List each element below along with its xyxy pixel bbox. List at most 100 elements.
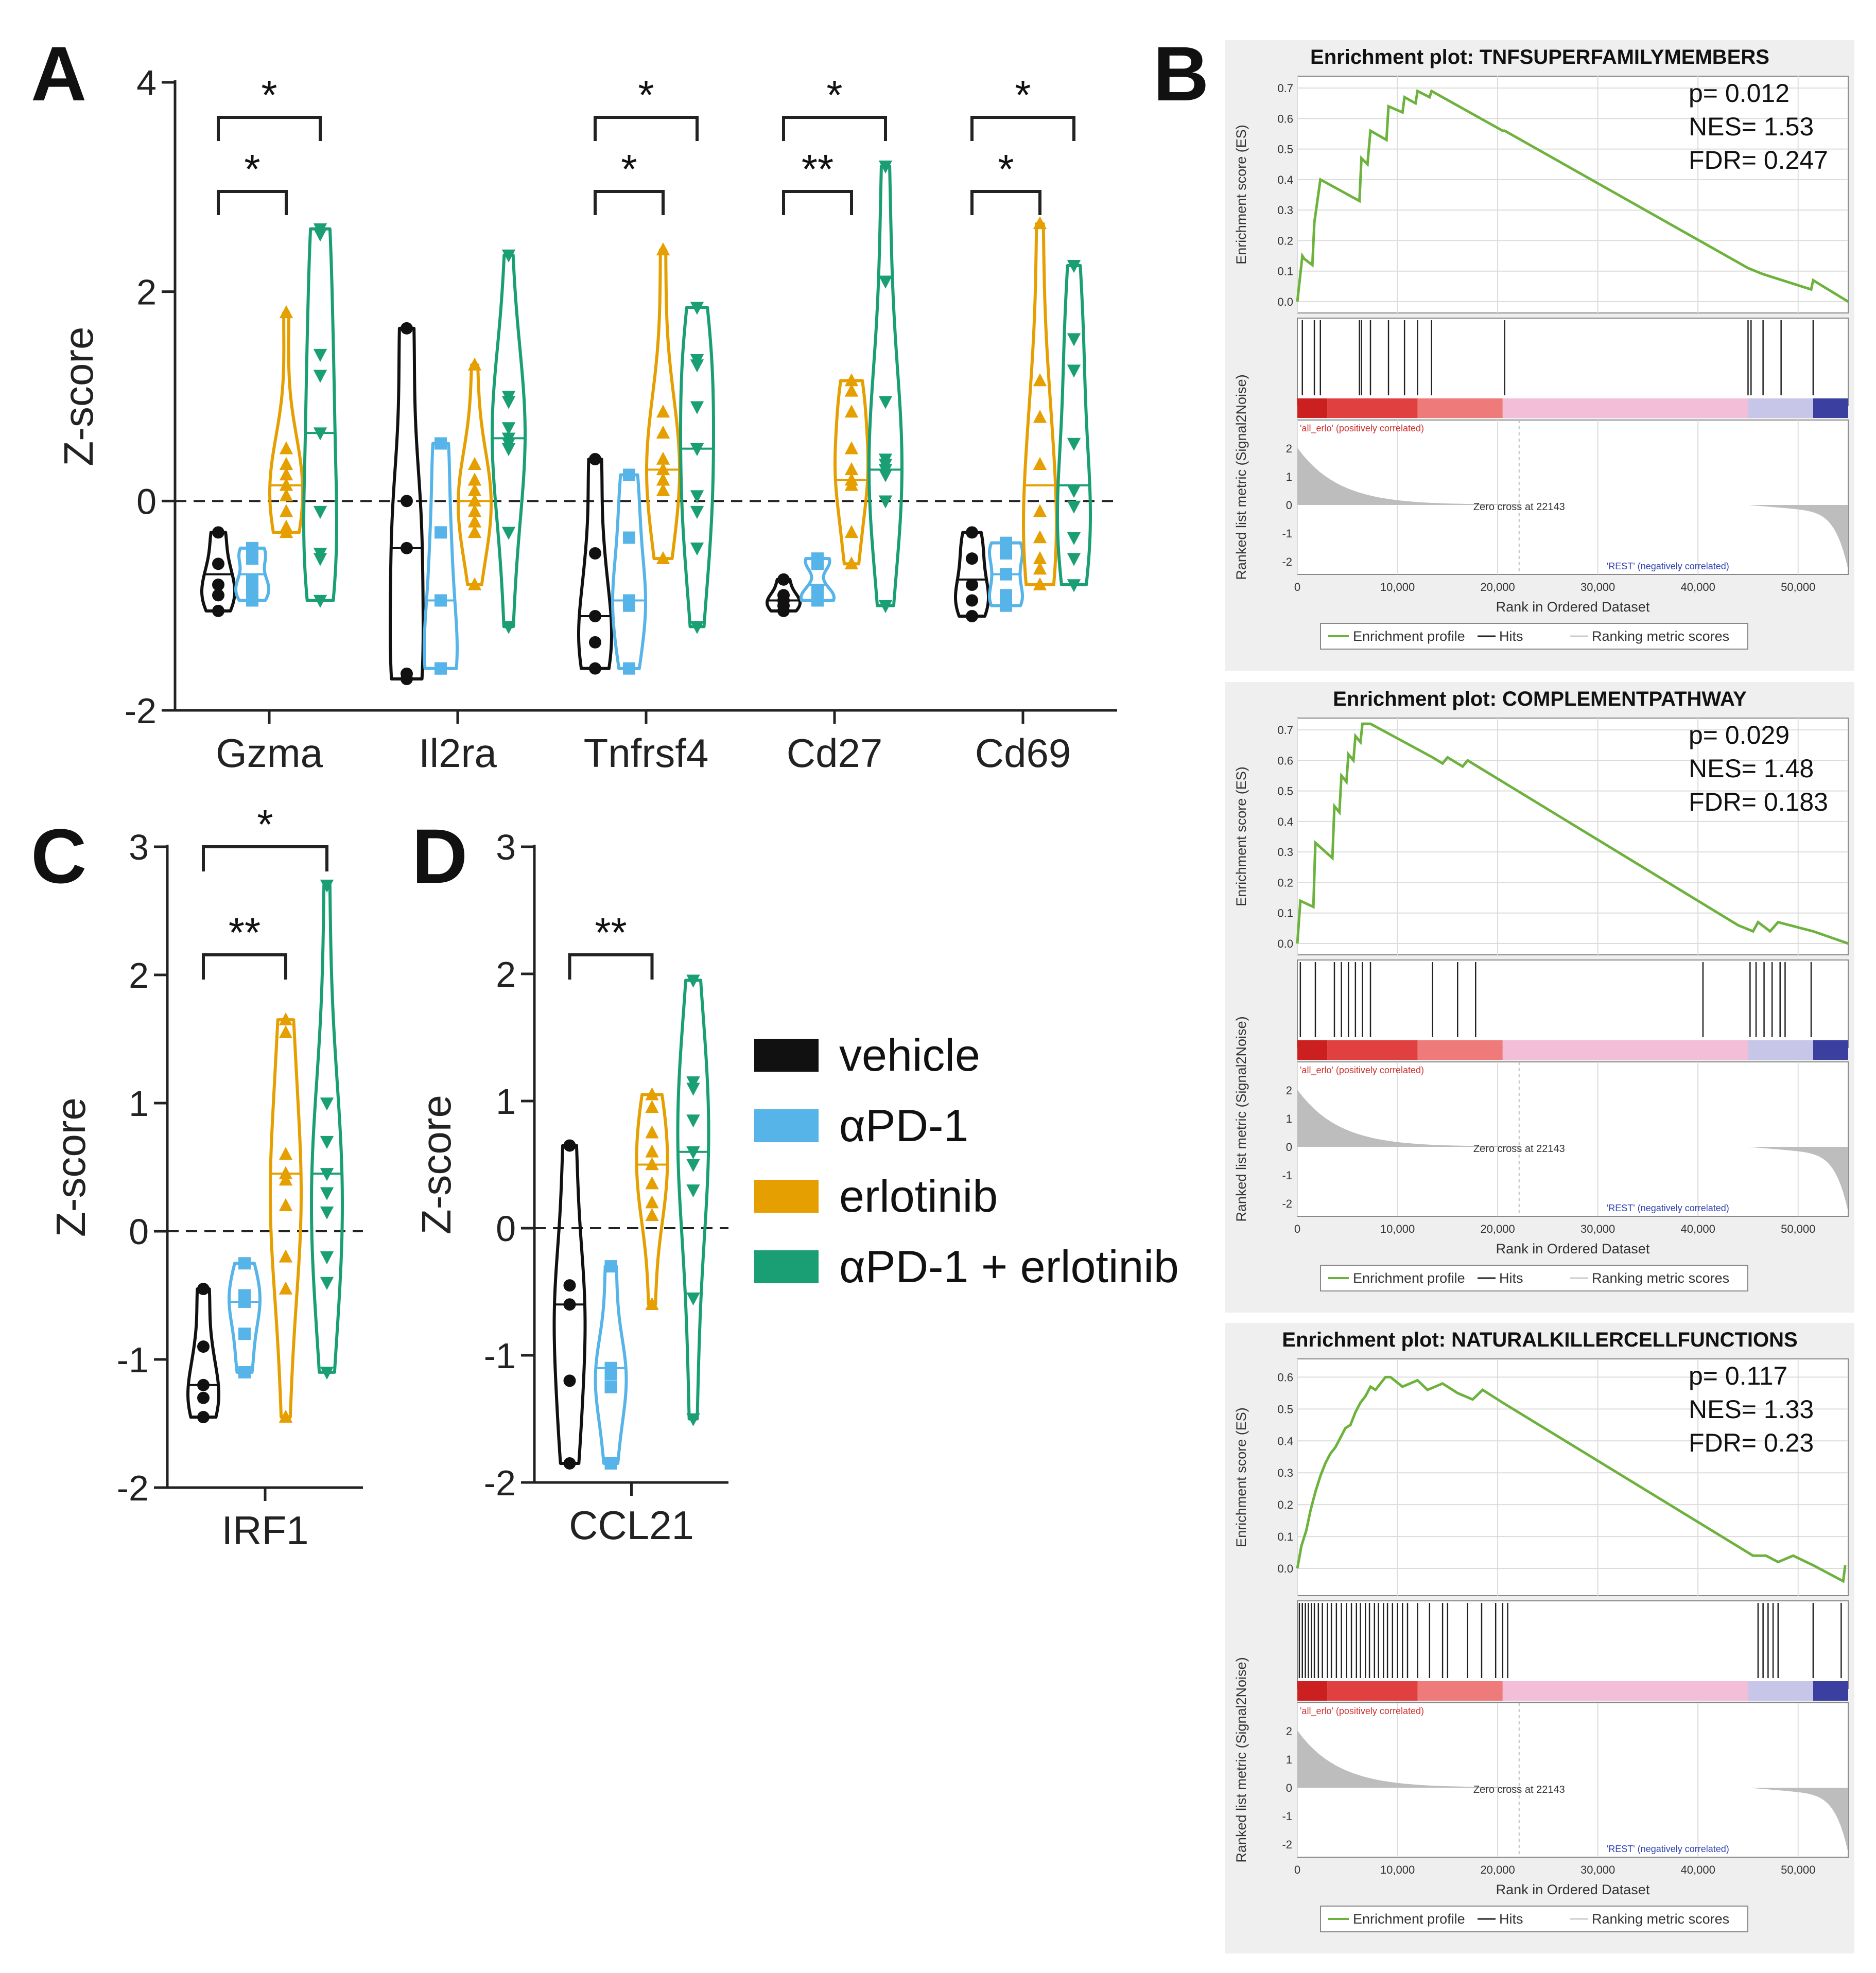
data-point-aPD1 bbox=[435, 526, 447, 539]
significance-label: * bbox=[257, 801, 273, 847]
category-label-tnfrsf4: Tnfrsf4 bbox=[584, 730, 709, 776]
data-point-erlotinib bbox=[645, 1297, 659, 1310]
hits-plot-area bbox=[1297, 1600, 1849, 1689]
gsea-legend-profile: Enrichment profile bbox=[1353, 1270, 1465, 1286]
data-point-vehicle bbox=[966, 552, 978, 565]
panel-label: D bbox=[412, 813, 467, 899]
x-tick-label: 10,000 bbox=[1380, 1863, 1415, 1876]
gsea-legend-hits: Hits bbox=[1499, 628, 1523, 644]
data-point-erlotinib bbox=[645, 1099, 659, 1113]
data-point-erlotinib bbox=[656, 405, 670, 418]
gsea-title: Enrichment plot: TNFSUPERFAMILYMEMBERS bbox=[1310, 46, 1769, 68]
violin-aPD1 bbox=[228, 1262, 262, 1374]
y-axis-label: Z-score bbox=[413, 1095, 459, 1234]
x-axis-label: Rank in Ordered Dataset bbox=[1496, 1882, 1650, 1897]
data-point-aPD1 bbox=[811, 594, 824, 607]
category-label-il2ra: Il2ra bbox=[419, 730, 497, 776]
es-tick-label: 0.6 bbox=[1277, 1371, 1293, 1384]
data-point-vehicle bbox=[197, 1340, 210, 1353]
legend-swatch-vehicle bbox=[754, 1039, 819, 1072]
es-tick-label: 0.3 bbox=[1277, 204, 1293, 217]
data-point-combo bbox=[501, 621, 516, 634]
metric-tick-label: -1 bbox=[1282, 527, 1292, 540]
gsea-legend-box bbox=[1320, 623, 1748, 650]
data-point-erlotinib bbox=[656, 551, 670, 564]
data-point-erlotinib bbox=[279, 305, 293, 319]
data-point-vehicle bbox=[966, 579, 978, 591]
significance-bracket bbox=[217, 190, 288, 215]
rank-color-bar-segment bbox=[1327, 1681, 1418, 1701]
data-point-vehicle bbox=[589, 636, 601, 649]
x-tick-label: 40,000 bbox=[1681, 1223, 1715, 1235]
significance-label: * bbox=[826, 72, 842, 118]
data-point-erlotinib bbox=[645, 1125, 659, 1139]
es-plot-area bbox=[1297, 1358, 1849, 1596]
data-point-erlotinib bbox=[279, 1173, 293, 1186]
x-tick-label: 50,000 bbox=[1781, 581, 1815, 593]
panel-label: B bbox=[1153, 30, 1209, 117]
data-point-vehicle bbox=[212, 579, 224, 591]
significance-bracket bbox=[970, 190, 1041, 215]
gsea-legend-metric: Ranking metric scores bbox=[1592, 1270, 1729, 1286]
data-point-erlotinib bbox=[467, 457, 482, 470]
significance-label: ** bbox=[802, 146, 833, 192]
data-point-combo bbox=[686, 1146, 700, 1160]
data-point-aPD1 bbox=[623, 599, 635, 612]
gsea-plot-2: Enrichment plot: COMPLEMENTPATHWAY 0.0 0.1… bbox=[1225, 682, 1854, 1313]
data-point-erlotinib bbox=[279, 1281, 293, 1295]
es-tick-label: 0.2 bbox=[1277, 1498, 1293, 1511]
data-point-erlotinib bbox=[645, 1195, 659, 1209]
y-tick-label: 4 bbox=[136, 63, 157, 103]
enrichment-profile-line bbox=[1296, 89, 1849, 303]
data-point-combo bbox=[1067, 579, 1081, 592]
x-tick-label: 50,000 bbox=[1781, 1223, 1815, 1235]
data-point-aPD1 bbox=[238, 1295, 251, 1308]
data-point-vehicle bbox=[589, 662, 601, 675]
significance-bracket bbox=[202, 845, 328, 871]
metric-tick-label: 1 bbox=[1286, 1753, 1292, 1766]
data-point-erlotinib bbox=[844, 556, 859, 570]
x-tick-label: 0 bbox=[1294, 581, 1300, 593]
x-tick-label: 50,000 bbox=[1781, 1863, 1815, 1876]
rank-color-bar-segment bbox=[1297, 1040, 1328, 1060]
data-point-combo bbox=[501, 527, 516, 540]
significance-label: * bbox=[998, 146, 1014, 192]
data-point-vehicle bbox=[197, 1283, 210, 1296]
es-tick-label: 0.0 bbox=[1277, 937, 1293, 950]
negative-correlation-label: 'REST' (negatively correlated) bbox=[1607, 561, 1729, 571]
y-tick-label: 2 bbox=[136, 272, 157, 312]
data-point-combo bbox=[690, 505, 704, 519]
data-point-combo bbox=[690, 621, 704, 634]
gsea-fdr: FDR= 0.183 bbox=[1689, 788, 1828, 816]
metric-plot-area bbox=[1297, 420, 1849, 575]
metric-negative-area bbox=[1748, 1147, 1848, 1212]
violin-aPD1 bbox=[611, 473, 647, 670]
rank-color-bar-segment bbox=[1327, 1040, 1418, 1060]
es-tick-label: 0.7 bbox=[1277, 82, 1293, 95]
data-point-vehicle bbox=[212, 604, 224, 617]
gsea-legend-metric: Ranking metric scores bbox=[1592, 1911, 1729, 1927]
metric-tick-label: 0 bbox=[1286, 499, 1292, 512]
data-point-combo bbox=[1067, 260, 1081, 273]
es-tick-label: 0.3 bbox=[1277, 846, 1293, 859]
y-tick-label: 3 bbox=[129, 827, 149, 867]
violin-combo bbox=[867, 164, 904, 607]
data-point-combo bbox=[320, 879, 334, 893]
enrichment-profile-line bbox=[1296, 1375, 1847, 1583]
metric-negative-area bbox=[1748, 1788, 1848, 1853]
data-point-combo bbox=[501, 422, 516, 435]
y-tick-label: 2 bbox=[129, 955, 149, 996]
data-point-erlotinib bbox=[279, 1012, 293, 1025]
significance-bracket bbox=[782, 116, 887, 141]
es-tick-label: 0.7 bbox=[1277, 724, 1293, 737]
violin-combo bbox=[1056, 264, 1092, 586]
data-point-combo bbox=[878, 600, 893, 614]
rank-color-bar-segment bbox=[1297, 1681, 1328, 1701]
data-point-erlotinib bbox=[656, 451, 670, 465]
gsea-nes: NES= 1.33 bbox=[1689, 1395, 1814, 1424]
data-point-aPD1 bbox=[811, 557, 824, 570]
data-point-vehicle bbox=[563, 1279, 576, 1292]
metric-tick-label: -2 bbox=[1282, 555, 1292, 568]
data-point-erlotinib bbox=[645, 1087, 659, 1101]
data-point-erlotinib bbox=[656, 483, 670, 496]
